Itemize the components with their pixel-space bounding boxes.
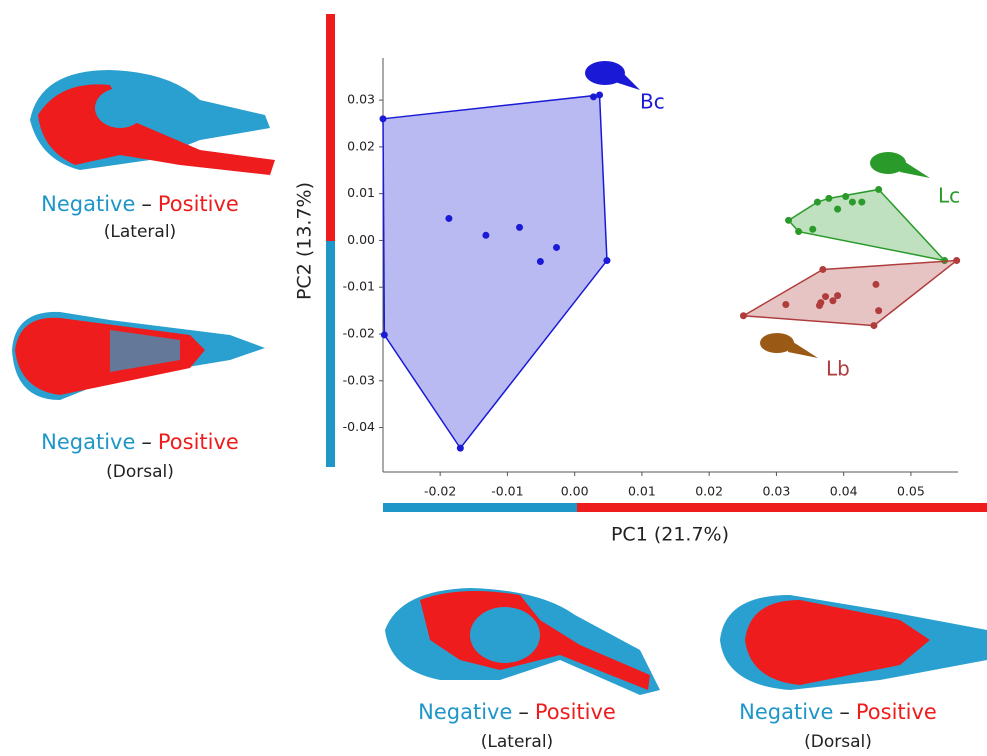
x-axis-title: PC1 (21.7%) (611, 524, 729, 546)
icon-lc (870, 152, 930, 178)
skull-bottom-dorsal (720, 595, 987, 690)
skull-left-dorsal (12, 312, 265, 400)
skull-bottom-lateral (385, 588, 660, 695)
panel-view: (Dorsal) (106, 462, 174, 482)
y-tick-label: -0.01 (343, 279, 375, 294)
point (603, 257, 610, 264)
group-label: Lc (938, 184, 960, 208)
x-tick-label: 0.01 (628, 484, 656, 499)
point (872, 281, 879, 288)
point (537, 258, 544, 265)
caption-dash: – (141, 430, 152, 454)
panel-caption: Negative–Positive (41, 192, 239, 216)
y-tick-label: -0.02 (343, 326, 375, 341)
caption-negative: Negative (41, 192, 135, 216)
caption-dash: – (839, 700, 850, 724)
point (825, 195, 832, 202)
point (809, 226, 816, 233)
point (875, 186, 882, 193)
y-tick-label: -0.03 (343, 372, 375, 387)
point (816, 302, 823, 309)
x-tick-label: 0.03 (762, 484, 790, 499)
point (590, 93, 597, 100)
point (834, 292, 841, 299)
y-tick-label: 0.00 (347, 232, 375, 247)
group-label: Lb (826, 357, 850, 381)
panel-caption: Negative–Positive (739, 700, 937, 724)
pc2-negative-bar (326, 241, 335, 467)
point (849, 199, 856, 206)
caption-dash: – (518, 700, 529, 724)
point (953, 257, 960, 264)
pc1-positive-bar (577, 503, 987, 512)
point (740, 312, 747, 319)
point (814, 199, 821, 206)
point (870, 322, 877, 329)
point (858, 199, 865, 206)
panel-caption: Negative–Positive (418, 700, 616, 724)
caption-positive: Positive (535, 700, 616, 724)
group-label: Bc (640, 90, 665, 114)
x-tick-label: -0.02 (424, 484, 456, 499)
point (822, 293, 829, 300)
caption-positive: Positive (158, 430, 239, 454)
figure: PC1 (21.7%) PC2 (13.7%) -0.02 -0.01 0.00 0.… (0, 0, 987, 756)
x-tick-label: 0.00 (561, 484, 589, 499)
point (596, 91, 603, 98)
x-tick-label: 0.02 (695, 484, 723, 499)
panel-view: (Dorsal) (804, 732, 872, 752)
icon-bc (585, 61, 640, 90)
point (842, 193, 849, 200)
y-tick-label: -0.04 (343, 419, 375, 434)
point (834, 206, 841, 213)
x-tick-label: -0.01 (491, 484, 523, 499)
point (819, 266, 826, 273)
point (829, 297, 836, 304)
point (875, 307, 882, 314)
icon-lb (760, 333, 818, 358)
point (516, 224, 523, 231)
panel-view: (Lateral) (481, 732, 553, 752)
caption-negative: Negative (739, 700, 833, 724)
skull-left-lateral (30, 70, 275, 175)
point (380, 115, 387, 122)
group-hull (743, 261, 956, 326)
caption-negative: Negative (418, 700, 512, 724)
panel-view: (Lateral) (104, 222, 176, 242)
x-tick-label: 0.05 (897, 484, 925, 499)
caption-dash: – (141, 192, 152, 216)
y-tick-label: 0.03 (347, 92, 375, 107)
panel-caption: Negative–Positive (41, 430, 239, 454)
pc2-positive-bar (326, 14, 335, 241)
point (785, 217, 792, 224)
caption-positive: Positive (856, 700, 937, 724)
caption-positive: Positive (158, 192, 239, 216)
point (445, 215, 452, 222)
group-hull (383, 95, 607, 448)
point (381, 331, 388, 338)
y-tick-label: 0.01 (347, 185, 375, 200)
y-tick-label: 0.02 (347, 138, 375, 153)
x-tick-label: 0.04 (830, 484, 858, 499)
point (795, 228, 802, 235)
point (553, 244, 560, 251)
point (457, 445, 464, 452)
caption-negative: Negative (41, 430, 135, 454)
y-axis-title: PC2 (13.7%) (294, 182, 316, 300)
pc1-negative-bar (383, 503, 577, 512)
point (782, 301, 789, 308)
point (482, 232, 489, 239)
group-hull (789, 189, 945, 260)
